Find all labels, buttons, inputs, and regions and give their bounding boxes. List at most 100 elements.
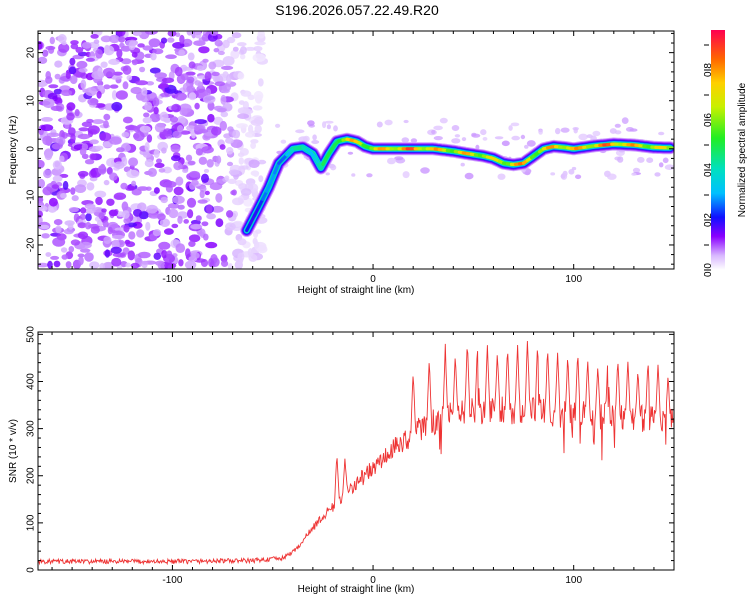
noise-blob xyxy=(51,143,63,150)
noise-blob xyxy=(60,247,68,253)
noise-blob xyxy=(77,231,89,240)
noise-blob xyxy=(195,215,202,222)
speckle xyxy=(454,134,461,138)
speckle xyxy=(578,133,588,141)
noise-blob xyxy=(96,90,102,99)
noise-blob xyxy=(189,182,196,190)
noise-blob xyxy=(118,36,126,43)
colorbar: 0.0 0.2 0.4 0.6 0.8 Normalized spectral ampl… xyxy=(703,30,748,277)
noise-blob xyxy=(63,228,74,235)
noise-blob xyxy=(65,71,71,79)
noise-blob xyxy=(220,94,227,105)
noise-blob xyxy=(78,67,88,73)
noise-blob xyxy=(103,236,112,245)
noise-blob xyxy=(47,204,57,213)
speckle xyxy=(471,133,481,138)
noise-blob xyxy=(169,116,179,123)
noise-blob xyxy=(139,125,151,133)
speckle xyxy=(325,172,330,176)
noise-blob xyxy=(160,92,172,98)
noise-blob xyxy=(240,188,252,196)
noise-blob xyxy=(203,233,209,241)
noise-blob xyxy=(53,219,63,226)
noise-blob xyxy=(103,84,111,90)
snr-x-label: Height of straight line (km) xyxy=(298,584,415,595)
noise-blob xyxy=(141,260,149,265)
noise-blob xyxy=(161,250,168,259)
noise-blob xyxy=(171,155,181,162)
noise-blob xyxy=(50,255,60,260)
snr-axes: -100 0 100 0 100 200 300 400 500 xyxy=(26,326,675,586)
speckle xyxy=(311,140,320,144)
noise-blob xyxy=(51,184,60,190)
noise-blob xyxy=(80,248,91,253)
noise-blob xyxy=(127,250,135,261)
speckle xyxy=(394,156,404,161)
noise-blob xyxy=(162,166,172,174)
figure-title: S196.2026.057.22.49.R20 xyxy=(275,2,439,18)
spectrogram-content xyxy=(38,31,674,269)
noise-blob xyxy=(148,38,161,48)
noise-blob xyxy=(191,252,200,259)
noise-blob xyxy=(150,52,157,61)
noise-blob xyxy=(194,119,207,125)
noise-blob xyxy=(154,162,165,168)
speckle xyxy=(658,131,665,136)
speckle xyxy=(631,172,637,176)
y-tick-label: 300 xyxy=(26,420,37,437)
noise-blob xyxy=(109,136,122,145)
noise-blob xyxy=(95,145,104,151)
noise-blob xyxy=(237,72,245,80)
noise-blob xyxy=(57,34,67,44)
speckle xyxy=(494,136,504,140)
noise-blob xyxy=(153,106,159,115)
speckle xyxy=(475,144,480,150)
noise-blob xyxy=(45,252,52,257)
noise-blob xyxy=(85,87,97,97)
speckle xyxy=(664,164,674,170)
noise-blob xyxy=(78,127,89,132)
speckle xyxy=(511,135,520,141)
noise-blob xyxy=(237,252,245,262)
speckle xyxy=(614,123,621,128)
spectrogram-x-label: Height of straight line (km) xyxy=(298,285,415,296)
noise-blob xyxy=(225,222,236,231)
noise-blob xyxy=(131,51,138,58)
noise-blob xyxy=(75,46,84,54)
noise-blob xyxy=(139,66,146,73)
noise-blob xyxy=(111,234,125,240)
noise-blob xyxy=(190,223,203,230)
noise-blob xyxy=(123,224,130,233)
noise-blob xyxy=(40,124,54,132)
noise-blob xyxy=(67,127,76,136)
noise-blob xyxy=(128,231,136,240)
noise-blob xyxy=(224,175,230,181)
noise-blob xyxy=(116,31,126,37)
noise-blob xyxy=(58,43,70,53)
noise-blob xyxy=(142,45,153,51)
noise-blob xyxy=(41,233,50,239)
noise-blob xyxy=(152,48,164,55)
noise-blob xyxy=(216,155,222,164)
noise-blob xyxy=(103,113,111,121)
noise-blob xyxy=(226,74,232,84)
noise-blob xyxy=(186,31,193,36)
noise-blob xyxy=(69,57,76,66)
noise-blob xyxy=(40,117,53,122)
x-tick-label: -100 xyxy=(162,274,182,285)
noise-blob xyxy=(237,238,247,246)
noise-blob xyxy=(247,248,254,257)
noise-blob xyxy=(112,71,123,76)
noise-blob xyxy=(70,43,79,50)
noise-blob xyxy=(201,173,209,183)
speckle xyxy=(571,166,577,171)
speckle xyxy=(560,127,570,133)
noise-blob xyxy=(68,207,79,213)
noise-blob xyxy=(253,241,260,249)
colorbar-tick-label: 0.4 xyxy=(703,163,714,177)
noise-blob xyxy=(171,103,182,113)
noise-blob xyxy=(173,186,184,196)
snr-frame xyxy=(37,331,675,571)
noise-blob xyxy=(161,147,167,154)
